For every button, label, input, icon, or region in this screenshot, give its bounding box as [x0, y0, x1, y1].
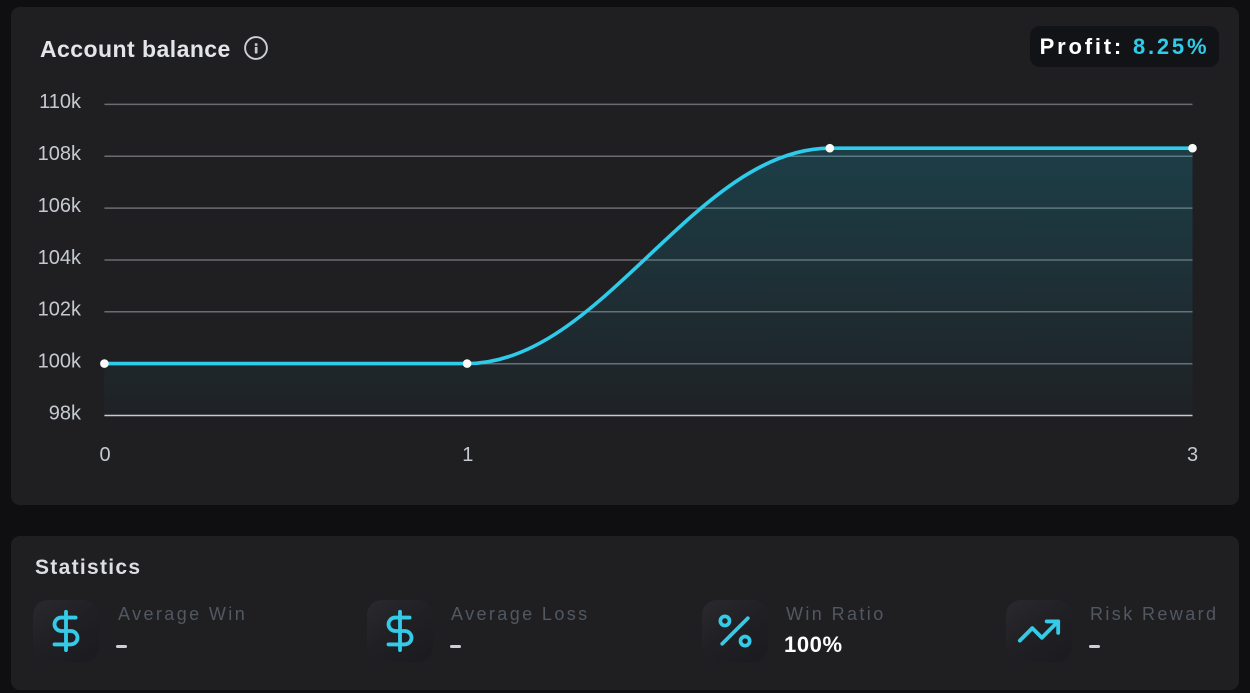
svg-text:3: 3 — [1187, 444, 1198, 466]
svg-text:108k: 108k — [38, 143, 82, 165]
svg-text:106k: 106k — [38, 195, 82, 217]
svg-text:110k: 110k — [39, 91, 82, 113]
svg-text:102k: 102k — [38, 299, 82, 321]
svg-text:104k: 104k — [38, 247, 82, 269]
svg-text:100k: 100k — [38, 351, 82, 373]
svg-text:98k: 98k — [49, 402, 82, 424]
svg-text:0: 0 — [100, 444, 111, 466]
svg-text:1: 1 — [462, 444, 473, 466]
